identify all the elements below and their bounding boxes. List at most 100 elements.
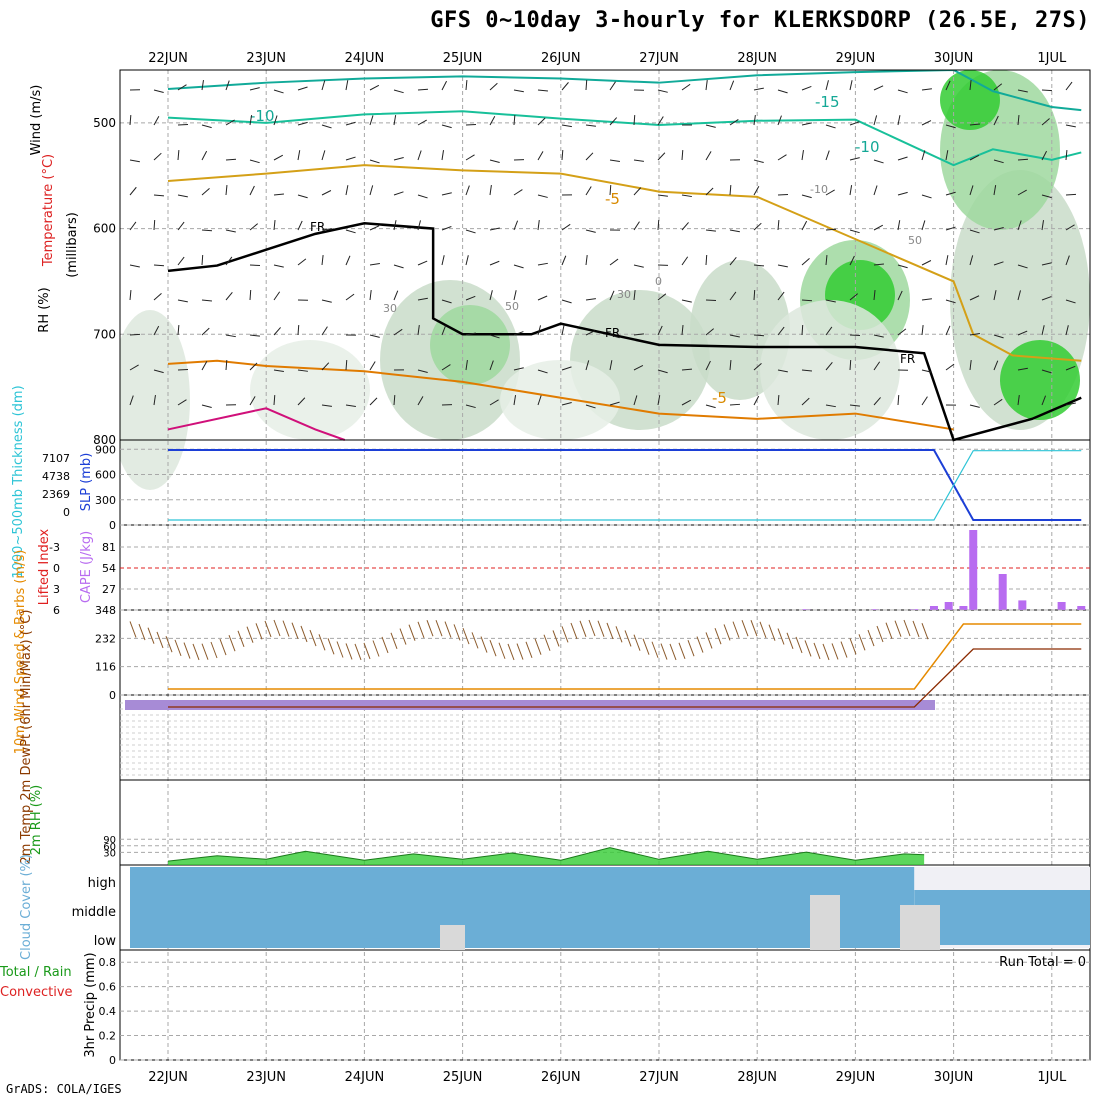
- surface-barb: [165, 636, 173, 653]
- wind-barb: [297, 220, 303, 231]
- wind-barb: [513, 331, 524, 336]
- wind-barb: [873, 290, 876, 301]
- wind-barb: [129, 114, 132, 126]
- wind-barb: [1017, 220, 1022, 231]
- series-line-thickness: [168, 450, 1082, 521]
- surface-barb: [543, 634, 551, 651]
- cloud-level-label: low: [94, 934, 117, 949]
- surface-barb: [417, 621, 425, 639]
- wind-barb: [513, 114, 516, 126]
- wind-barb: [849, 185, 853, 196]
- wind-barb: [993, 398, 1003, 406]
- wind-barb: [801, 369, 813, 372]
- wind-barb: [489, 290, 493, 301]
- wind-barb: [225, 256, 233, 266]
- wind-barb: [249, 87, 260, 91]
- wind-barb: [273, 291, 281, 301]
- surface-barb: [651, 641, 659, 658]
- wind-barb: [657, 395, 661, 406]
- wind-barb: [153, 89, 164, 93]
- date-label-top: 24JUN: [345, 51, 385, 66]
- wind-barb: [321, 255, 324, 266]
- wind-barb: [561, 366, 572, 371]
- wind-barb: [153, 116, 160, 126]
- wind-barb: [537, 295, 548, 301]
- wind-barb: [1017, 158, 1029, 161]
- chart-title: GFS 0~10day 3-hourly for KLERKSDORP (26.…: [430, 8, 1090, 33]
- date-label-top: 28JUN: [737, 51, 777, 66]
- wind-barb: [537, 325, 542, 336]
- wind-barb: [1065, 193, 1077, 196]
- wind-barb: [297, 258, 307, 266]
- surface-barb: [912, 620, 920, 638]
- wind-barb: [225, 158, 237, 161]
- surface-barb: [696, 636, 704, 653]
- wind-barb: [1017, 114, 1020, 126]
- wind-barb: [561, 299, 572, 304]
- wind-barb: [537, 151, 544, 161]
- surface-barb: [444, 621, 452, 638]
- surface-barb: [138, 623, 146, 641]
- wind-barb: [1065, 149, 1068, 161]
- wind-axis-label: Wind (m/s): [29, 85, 44, 156]
- surface-barb: [597, 620, 605, 637]
- wind-barb: [273, 264, 284, 268]
- cape-bar: [959, 606, 968, 610]
- wind-barb: [633, 114, 636, 126]
- precip-axis-label: 3hr Precip (mm): [83, 952, 98, 1057]
- surface-barb: [345, 643, 353, 660]
- surface-barb: [408, 624, 416, 641]
- pressure-tick-label: 600: [93, 222, 116, 236]
- wind-barb: [585, 404, 596, 409]
- wind-barb: [585, 229, 596, 233]
- isotherm-line-m5: [167, 164, 1082, 362]
- wind-tick-label: 348: [95, 604, 116, 617]
- wind-barb: [225, 80, 230, 91]
- surface-barb: [300, 625, 308, 643]
- rh-blob: [1000, 340, 1080, 420]
- wind-barb: [945, 150, 949, 161]
- wind-barb: [609, 159, 620, 162]
- wind-barb: [177, 194, 188, 198]
- wind-barb: [1017, 290, 1021, 301]
- wind-barb: [801, 85, 812, 91]
- slp-tick-label: 900: [95, 443, 116, 456]
- wind-barb: [633, 395, 638, 406]
- surface-barb: [795, 636, 803, 654]
- isotherm-line-m15: [167, 70, 1082, 112]
- wind-barb: [345, 156, 356, 161]
- surface-barb: [759, 621, 767, 638]
- wind-barb: [705, 80, 708, 91]
- wind-barb: [129, 186, 137, 196]
- surface-barb: [327, 638, 335, 655]
- wind-barb: [705, 254, 708, 266]
- surface-barb: [768, 624, 776, 641]
- wind-barb: [681, 222, 689, 231]
- wind-barb: [921, 150, 926, 161]
- wind-barb: [249, 223, 259, 231]
- date-label-top: 30JUN: [934, 51, 974, 66]
- wind-barb: [753, 186, 760, 196]
- wind-barb: [849, 255, 855, 266]
- wind-barb: [369, 397, 378, 406]
- wind-barb: [177, 399, 187, 406]
- wind-barb: [489, 185, 492, 196]
- surface-barb: [201, 643, 209, 660]
- wind-barb: [369, 361, 376, 371]
- wind-barb: [609, 81, 616, 91]
- surface-barb: [534, 638, 542, 655]
- wind-barb: [873, 185, 878, 196]
- wind-barb: [1041, 395, 1047, 406]
- wind-barb: [153, 325, 160, 336]
- wind-barb: [561, 149, 564, 161]
- wind-barb: [993, 115, 999, 126]
- wind-barb: [921, 88, 932, 91]
- wind-barb: [489, 334, 500, 339]
- wind-barb: [153, 369, 164, 374]
- surface-barb: [840, 641, 848, 658]
- wind-barb: [177, 221, 185, 231]
- wind-barb: [249, 289, 252, 301]
- surface-barb: [363, 642, 371, 660]
- date-label-bottom: 28JUN: [737, 1070, 777, 1085]
